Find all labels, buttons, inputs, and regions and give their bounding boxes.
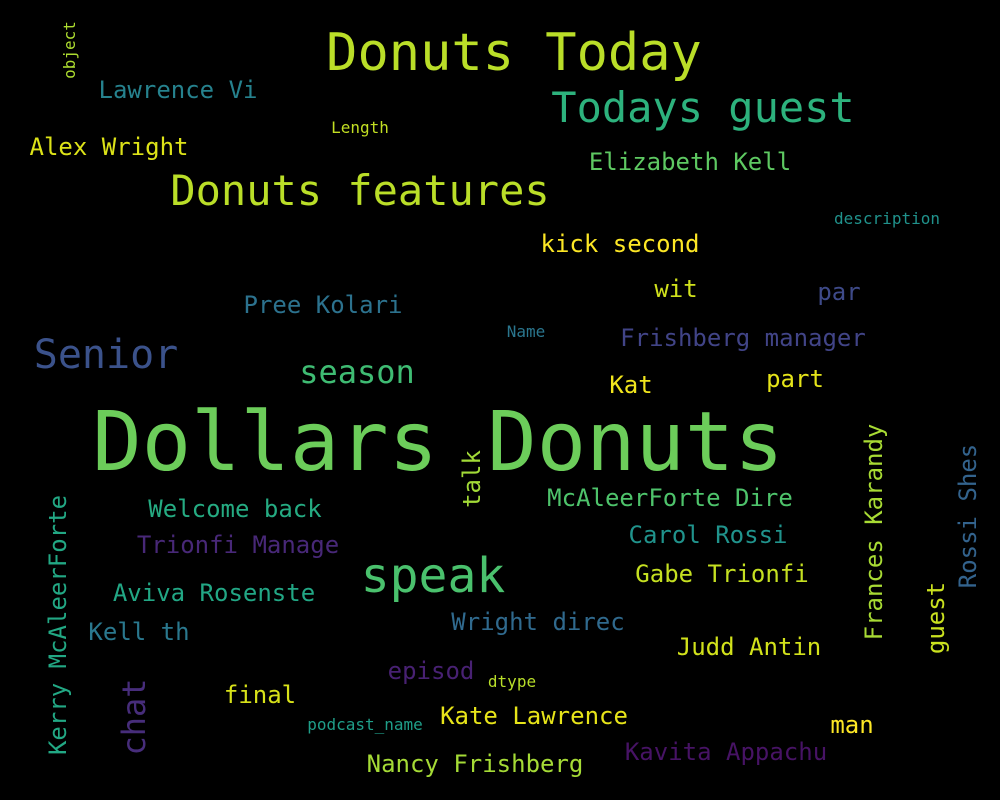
- word-trionfi-manage: Trionfi Manage: [136, 531, 340, 559]
- word-carol-rossi: Carol Rossi: [628, 521, 788, 549]
- word-gabe-trionfi: Gabe Trionfi: [635, 560, 809, 588]
- word-final: final: [223, 681, 297, 709]
- word-kate-lawrence: Kate Lawrence: [440, 702, 628, 730]
- word-guest: guest: [922, 581, 950, 655]
- word-chat: chat: [115, 678, 153, 756]
- word-part: part: [766, 365, 824, 393]
- word-dollars-donuts: Dollars Donuts: [92, 395, 784, 490]
- word-kat: Kat: [609, 371, 653, 399]
- word-object: object: [60, 21, 79, 79]
- word-name: Name: [506, 322, 546, 341]
- word-length: Length: [331, 118, 389, 137]
- word-senior: Senior: [33, 332, 179, 378]
- word-mcaleerforte-dire: McAleerForte Dire: [547, 484, 793, 512]
- word-episod: episod: [387, 657, 475, 685]
- word-donuts-today: Donuts Today: [326, 23, 702, 83]
- word-rossi-shes: Rossi Shes: [954, 443, 982, 589]
- word-aviva-rosenste: Aviva Rosenste: [112, 579, 316, 607]
- word-speak: speak: [360, 548, 506, 604]
- word-alex-wright: Alex Wright: [29, 133, 189, 161]
- word-nancy-frishberg: Nancy Frishberg: [366, 750, 584, 778]
- word-kell-th: Kell th: [88, 618, 190, 646]
- word-welcome-back: Welcome back: [148, 495, 322, 523]
- word-dtype: dtype: [487, 672, 537, 691]
- word-talk: talk: [458, 450, 486, 508]
- word-wright-direc: Wright direc: [451, 608, 625, 636]
- word-kerry-mcaleerforte: Kerry McAleerForte: [44, 494, 72, 756]
- word-todays-guest: Todays guest: [551, 83, 855, 132]
- word-frishberg-manager: Frishberg manager: [620, 324, 866, 352]
- word-donuts-features: Donuts features: [170, 166, 550, 215]
- word-description: description: [834, 209, 940, 228]
- word-elizabeth-kell: Elizabeth Kell: [588, 148, 792, 176]
- word-par: par: [817, 278, 861, 306]
- word-kavita-appachu: Kavita Appachu: [624, 738, 828, 766]
- word-wit: wit: [654, 275, 698, 303]
- word-season: season: [299, 353, 415, 391]
- word-man: man: [830, 711, 874, 739]
- word-kick-second: kick second: [540, 230, 700, 258]
- word-judd-antin: Judd Antin: [676, 633, 822, 661]
- word-pree-kolari: Pree Kolari: [243, 291, 403, 319]
- word-frances-karandy: Frances Karandy: [860, 423, 888, 641]
- word-lawrence-vi: Lawrence Vi: [98, 76, 258, 104]
- word-podcast-name: podcast_name: [307, 715, 423, 734]
